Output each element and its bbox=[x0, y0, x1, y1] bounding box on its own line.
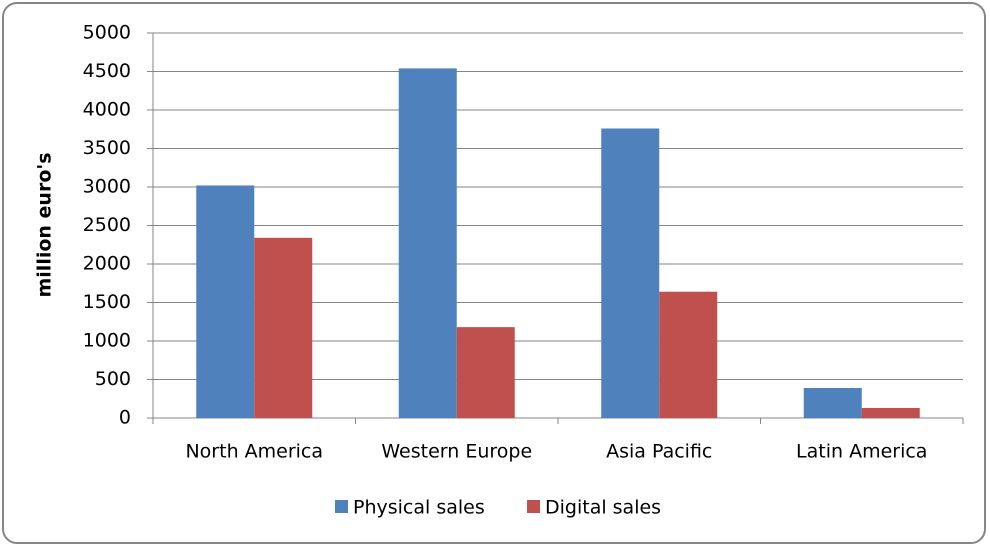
bar bbox=[254, 237, 313, 418]
x-tick-label: Latin America bbox=[796, 441, 927, 463]
bar bbox=[196, 185, 255, 418]
bar bbox=[803, 387, 862, 418]
y-tick-label: 0 bbox=[119, 407, 131, 429]
bar bbox=[861, 407, 920, 418]
y-tick-label: 2500 bbox=[83, 214, 131, 236]
y-tick-label: 4000 bbox=[83, 99, 131, 121]
legend-swatch bbox=[527, 500, 540, 513]
legend-label: Digital sales bbox=[545, 497, 661, 519]
legend-label: Physical sales bbox=[353, 497, 485, 519]
y-tick-label: 2000 bbox=[83, 253, 131, 275]
y-tick-label: 4500 bbox=[83, 60, 131, 82]
y-axis-label: million euro's bbox=[34, 152, 56, 297]
y-tick-label: 5000 bbox=[83, 22, 131, 44]
y-tick-label: 1500 bbox=[83, 291, 131, 313]
y-tick-label: 3500 bbox=[83, 137, 131, 159]
x-tick-label: North America bbox=[185, 441, 323, 463]
x-tick-label: Asia Pacific bbox=[606, 441, 712, 463]
bar bbox=[456, 327, 515, 418]
y-tick-label: 500 bbox=[95, 368, 131, 390]
x-tick-label: Western Europe bbox=[381, 441, 532, 463]
legend-swatch bbox=[335, 500, 348, 513]
y-tick-label: 1000 bbox=[83, 330, 131, 352]
bar bbox=[398, 68, 457, 419]
bar bbox=[659, 291, 718, 418]
y-tick-label: 3000 bbox=[83, 176, 131, 198]
bar bbox=[601, 128, 660, 419]
